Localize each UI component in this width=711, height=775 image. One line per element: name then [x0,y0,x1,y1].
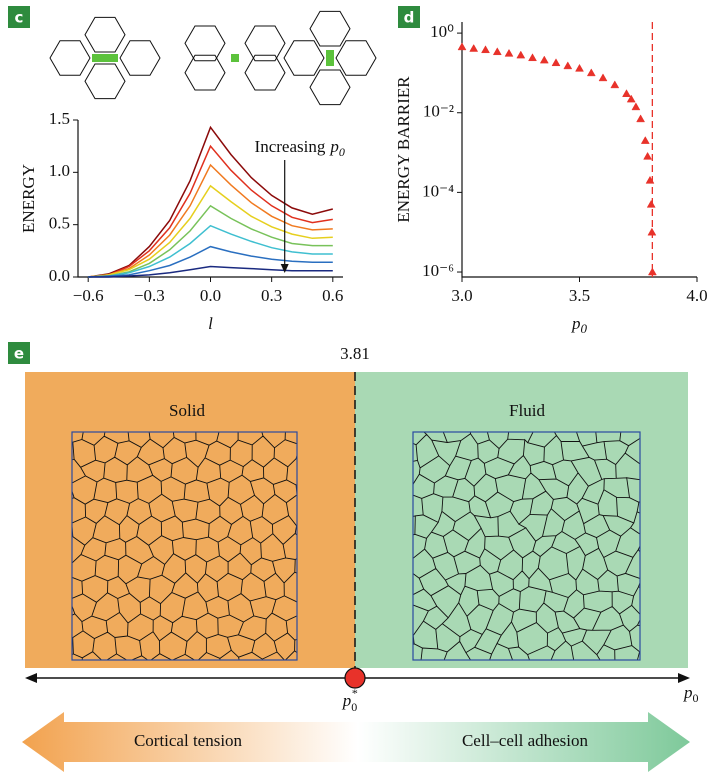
y-tick-label: 10⁻⁶ [422,261,454,280]
x-axis-label: p0 [571,314,588,336]
threshold-label: 3.81 [340,344,370,363]
data-point [587,69,595,76]
phase-label: Fluid [509,401,545,420]
superscript: * [351,686,357,700]
y-tick-label: 1.5 [49,109,70,128]
y-axis-label: ENERGY [19,164,38,233]
figure: c d e 3.81 Solid Fluid p*0 p0 Cortical t… [0,0,711,775]
data-point [647,200,655,207]
x-tick-label: −0.6 [73,286,104,305]
subscript: 0 [351,700,357,714]
junction [326,50,334,66]
subscript: 0 [693,691,699,705]
x-tick-label: 0.0 [200,286,221,305]
data-point [493,48,501,55]
x-tick-label: 0.6 [322,286,343,305]
annotation-text: Increasing [255,137,326,156]
critical-label: p*0 [342,686,358,714]
energy-curve [88,165,333,277]
data-point [637,115,645,122]
data-point [599,74,607,81]
x-tick-label: 3.0 [451,286,472,305]
data-point [482,46,490,53]
subscript: 0 [581,321,588,336]
data-point [641,137,649,144]
symbol: p [342,691,352,710]
axis-label: p0 [683,683,699,705]
data-point [623,90,631,97]
y-tick-label: 10⁻² [423,102,454,121]
axis-arrowhead [678,673,690,683]
x-axis-label: l [208,314,213,333]
axis-spine [462,22,697,277]
y-tick-label: 0.5 [49,214,70,233]
symbol: p [329,137,339,156]
y-tick-label: 0.0 [49,266,70,285]
axis-arrowhead [25,673,37,683]
x-tick-label: 4.0 [686,286,707,305]
arrow-label: Cortical tension [134,731,243,750]
data-point [529,54,537,61]
y-tick-label: 10⁻⁴ [422,181,454,200]
panel-label: c [15,9,24,27]
data-point [564,62,572,69]
data-point [470,45,478,52]
symbol: l [208,314,213,333]
x-tick-label: −0.3 [134,286,165,305]
symbol: p [683,683,693,702]
symbol: p [571,314,581,333]
data-point [632,103,640,110]
y-tick-label: 1.0 [49,161,70,180]
arrow-label: Cell–cell adhesion [462,731,589,750]
data-point [517,51,525,58]
data-point [576,64,584,71]
x-tick-label: 0.3 [261,286,282,305]
data-point [648,268,656,275]
y-tick-label: 10⁰ [430,22,454,41]
data-point [505,49,513,56]
subscript: 0 [339,145,345,159]
energy-curve [88,186,333,277]
annotation-arrowhead [281,264,289,273]
phase-label: Solid [169,401,205,420]
hexagon-icons [50,11,376,104]
data-point [644,152,652,159]
x-tick-label: 3.5 [569,286,590,305]
data-point [458,43,466,50]
y-axis-label: ENERGY BARRIER [394,76,413,223]
junction [92,54,118,62]
data-point [648,228,656,235]
data-point [540,56,548,63]
panel-label: d [404,9,415,27]
data-point [611,81,619,88]
junction [231,54,239,62]
data-point [552,59,560,66]
panel-label: e [14,345,24,363]
